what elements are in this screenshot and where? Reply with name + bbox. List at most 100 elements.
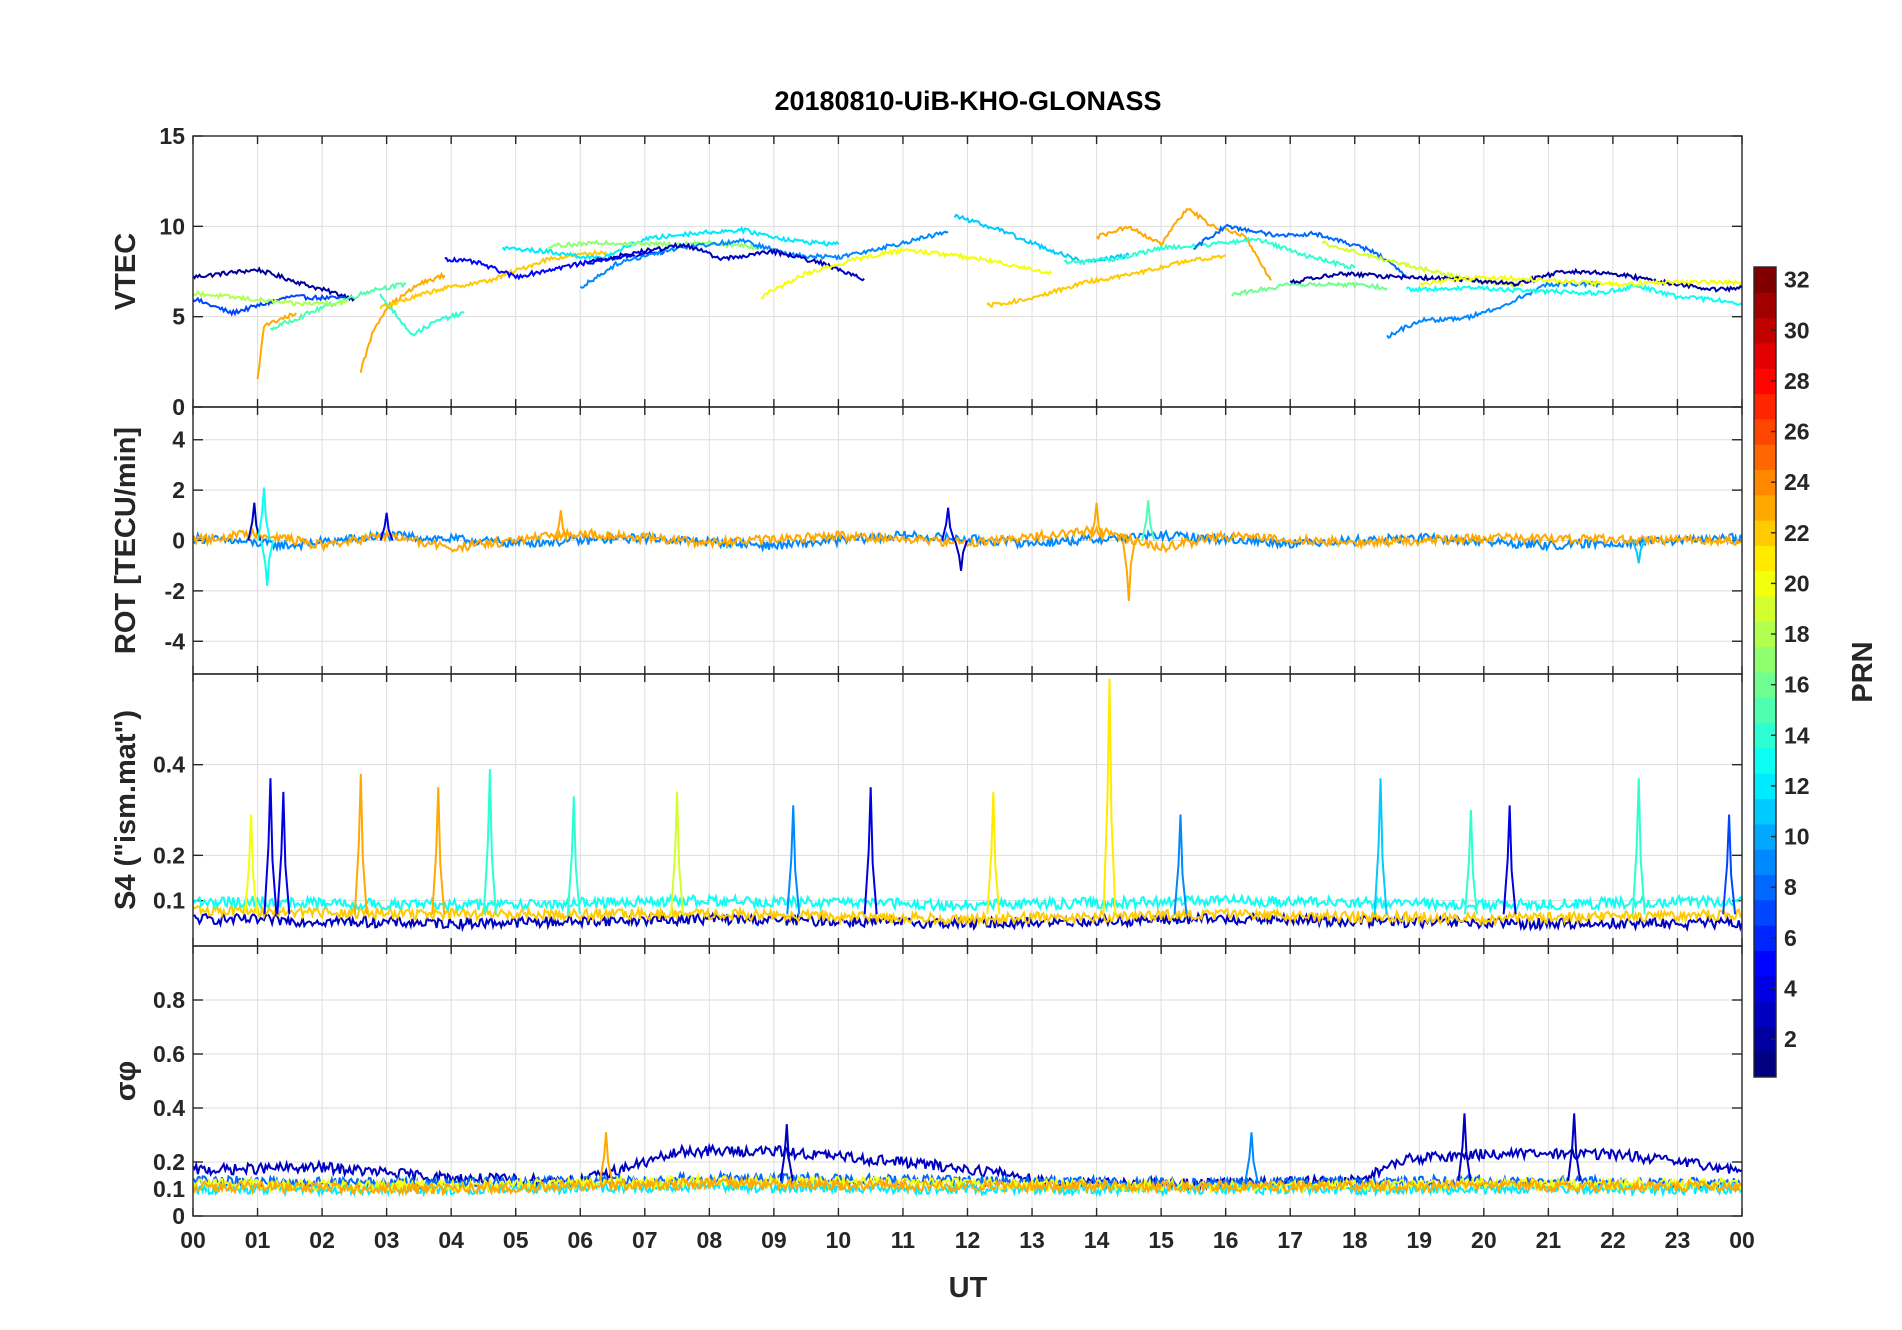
spike-prn-3 [1457, 1113, 1472, 1182]
x-tick-label: 23 [1665, 1227, 1691, 1253]
colorbar-band [1754, 494, 1776, 521]
colorbar-tick-label: 32 [1784, 267, 1810, 293]
colorbar-band [1754, 267, 1776, 293]
colorbar-tick-label: 8 [1784, 874, 1797, 900]
colorbar-band [1754, 975, 1776, 1002]
colorbar-band [1754, 1026, 1776, 1053]
colorbar-band [1754, 849, 1776, 875]
x-tick-label: 20 [1471, 1227, 1497, 1253]
x-axis-label: UT [949, 1272, 988, 1304]
x-tick-label: 07 [632, 1227, 658, 1253]
y-tick-label: 5 [172, 304, 185, 330]
spike-prn-7 [1722, 814, 1737, 915]
spike-prn-4 [276, 791, 291, 915]
panel-data [193, 678, 1742, 933]
colorbar-tick-label: 22 [1784, 520, 1810, 546]
series-line-prn-19 [1321, 239, 1524, 289]
y-axis-label-sigma_phi: σφ [110, 1061, 142, 1102]
colorbar-band [1754, 1001, 1776, 1027]
spike-prn-11 [1373, 778, 1388, 915]
series-line-prn-9 [579, 230, 949, 289]
series-line-prn-20 [1419, 274, 1742, 288]
series-line-prn-23 [256, 312, 298, 380]
x-tick-label: 16 [1213, 1227, 1239, 1253]
x-tick-label: 00 [1729, 1227, 1755, 1253]
spike-prn-4 [863, 787, 878, 915]
colorbar-band [1754, 596, 1776, 622]
colorbar-tick-label: 6 [1784, 925, 1797, 951]
series-line-prn-14 [379, 293, 465, 337]
spike-prn-20 [244, 814, 259, 915]
x-tick-label: 00 [180, 1227, 206, 1253]
series-line-prn-22 [986, 254, 1227, 309]
x-tick-label: 10 [826, 1227, 852, 1253]
colorbar-tick-label: 20 [1784, 570, 1810, 596]
y-tick-label: 0 [172, 528, 185, 554]
y-tick-label: -4 [165, 628, 186, 654]
chart-title: 20180810-UiB-KHO-GLONASS [774, 86, 1161, 116]
colorbar-band [1754, 722, 1776, 749]
series-line-prn-13 [193, 892, 1742, 915]
series-line-prn-23 [359, 271, 446, 373]
colorbar-band [1754, 418, 1776, 445]
colorbar-band [1754, 1051, 1776, 1078]
colorbar-tick-label: 18 [1784, 621, 1810, 647]
spike-prn-9 [1173, 814, 1188, 915]
spike-prn-21 [986, 791, 1001, 915]
panel-data [193, 1113, 1742, 1199]
x-tick-label: 05 [503, 1227, 529, 1253]
y-tick-label: 0.4 [153, 1095, 185, 1121]
series-line-prn-23 [1095, 207, 1272, 281]
colorbar-band [1754, 570, 1776, 597]
series-line-prn-8 [1193, 223, 1407, 278]
y-axis-label-rot: ROT [TECU/min] [110, 427, 142, 654]
spike-prn-13 [260, 540, 275, 586]
y-axis-label-vtec: VTEC [110, 233, 142, 310]
series-line-prn-7 [193, 293, 349, 317]
y-tick-label: 0.4 [153, 752, 185, 778]
colorbar-band [1754, 621, 1776, 648]
series-line-prn-14 [1063, 236, 1356, 270]
spike-prn-14 [566, 796, 581, 915]
spike-prn-15 [1141, 500, 1156, 541]
x-tick-label: 09 [761, 1227, 787, 1253]
spike-prn-4 [263, 778, 278, 915]
colorbar-tick-label: 26 [1784, 419, 1810, 445]
colorbar-band [1754, 773, 1776, 800]
x-tick-label: 19 [1406, 1227, 1432, 1253]
spike-prn-3 [779, 1124, 794, 1182]
x-tick-label: 02 [309, 1227, 335, 1253]
y-tick-label: -2 [165, 578, 185, 604]
colorbar-tick-label: 10 [1784, 824, 1810, 850]
y-tick-label: 0.2 [153, 1149, 185, 1175]
y-tick-label: 4 [172, 427, 185, 453]
series-line-prn-2 [193, 266, 356, 302]
colorbar-tick-label: 28 [1784, 368, 1810, 394]
x-tick-label: 03 [374, 1227, 400, 1253]
series-line-prn-22 [379, 249, 607, 310]
colorbar-tick-label: 16 [1784, 672, 1810, 698]
colorbar-band [1754, 545, 1776, 572]
colorbar-tick-label: 30 [1784, 317, 1810, 343]
spike-prn-23 [431, 787, 446, 915]
series-line-prn-5 [444, 249, 665, 281]
spike-prn-4 [1502, 805, 1517, 915]
x-tick-label: 17 [1277, 1227, 1303, 1253]
y-axis-label-s4: S4 ("ism.mat") [110, 710, 142, 910]
y-tick-label: 0.1 [153, 1176, 185, 1202]
colorbar-band [1754, 292, 1776, 319]
spike-prn-14 [1631, 778, 1646, 915]
panel-sigma_phi: 00.10.2 0.4 0.6 0.8 σφ [110, 945, 1743, 1229]
x-axis: 00 01 02 03 04 05 06 07 08 09 10 11 12 13 14 15 16 17 18 19… [180, 1227, 1755, 1253]
spike-prn-4 [379, 512, 394, 541]
spike-prn-3 [1567, 1113, 1582, 1182]
colorbar-tick-label: 2 [1784, 1026, 1797, 1052]
series-line-prn-12 [501, 225, 840, 261]
spike-prn-23 [1121, 540, 1136, 602]
y-tick-label: 15 [159, 123, 185, 149]
colorbar-band [1754, 697, 1776, 724]
y-tick-label: 0 [172, 1203, 185, 1229]
x-tick-label: 21 [1536, 1227, 1562, 1253]
